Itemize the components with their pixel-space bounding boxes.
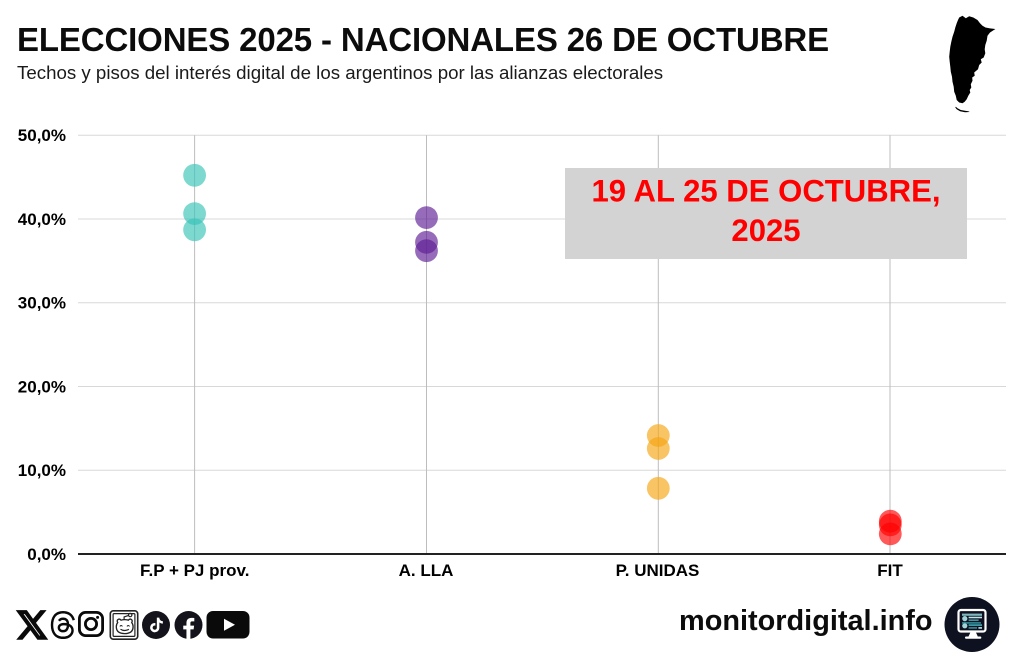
svg-text:50,0%: 50,0% <box>18 126 66 145</box>
svg-text:10,0%: 10,0% <box>18 461 66 480</box>
svg-text:P. UNIDAS: P. UNIDAS <box>616 561 700 580</box>
svg-text:FIT: FIT <box>877 561 903 580</box>
svg-text:30,0%: 30,0% <box>18 294 66 313</box>
svg-text:0,0%: 0,0% <box>27 545 66 564</box>
svg-text:A. LLA: A. LLA <box>399 561 454 580</box>
svg-text:19 AL 25 DE OCTUBRE,: 19 AL 25 DE OCTUBRE, <box>591 173 940 208</box>
svg-text:2025: 2025 <box>731 213 800 248</box>
svg-text:40,0%: 40,0% <box>18 210 66 229</box>
svg-text:F.P + PJ prov.: F.P + PJ prov. <box>140 561 249 580</box>
svg-text:20,0%: 20,0% <box>18 377 66 396</box>
